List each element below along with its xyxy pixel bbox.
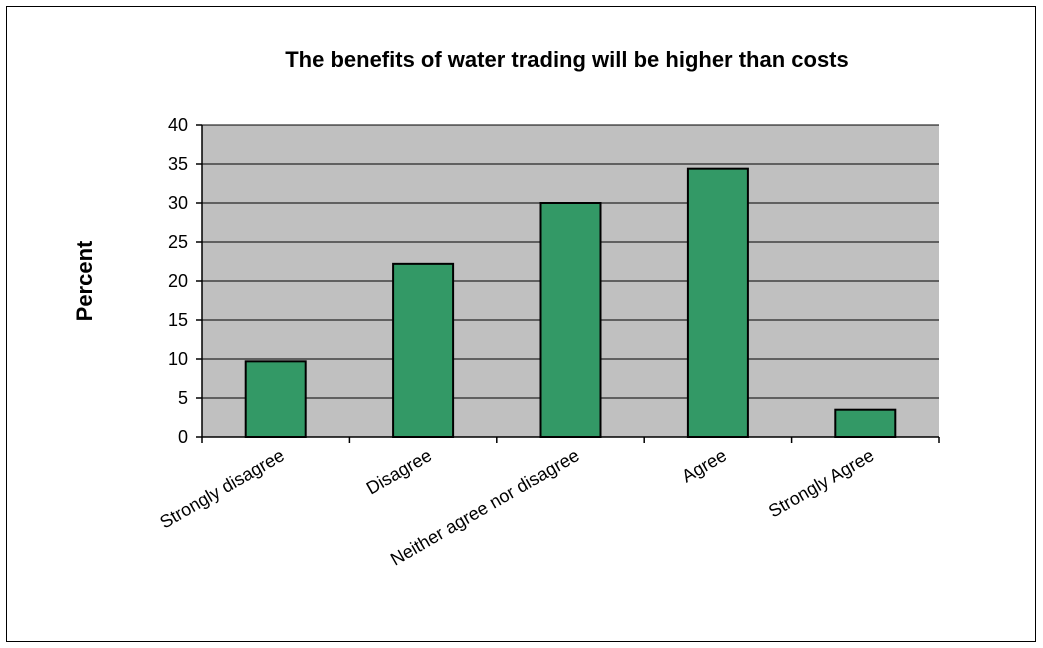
y-axis-title: Percent bbox=[72, 240, 97, 321]
y-tick-label: 0 bbox=[178, 427, 188, 447]
y-tick-label: 35 bbox=[168, 154, 188, 174]
y-tick-label: 20 bbox=[168, 271, 188, 291]
x-category-label: Strongly disagree bbox=[156, 445, 287, 532]
y-tick-label: 25 bbox=[168, 232, 188, 252]
bar-neither-agree-nor-disagree bbox=[539, 202, 602, 438]
x-category-label: Disagree bbox=[363, 445, 435, 498]
y-tick-label: 15 bbox=[168, 310, 188, 330]
bar-disagree bbox=[392, 262, 455, 438]
y-tick-label: 5 bbox=[178, 388, 188, 408]
y-tick-labels: 0 5 10 15 20 25 30 35 40 bbox=[168, 115, 188, 447]
y-tick-label: 10 bbox=[168, 349, 188, 369]
x-category-label: Agree bbox=[678, 445, 730, 486]
chart-title: The benefits of water trading will be hi… bbox=[285, 47, 849, 72]
bar-strongly-disagree bbox=[244, 360, 307, 438]
bar-agree bbox=[686, 167, 749, 438]
bar-strongly-agree bbox=[834, 408, 897, 439]
x-category-label: Strongly Agree bbox=[765, 445, 877, 521]
axes bbox=[196, 124, 940, 443]
bars bbox=[244, 167, 897, 439]
y-tick-label: 30 bbox=[168, 193, 188, 213]
y-tick-label: 40 bbox=[168, 115, 188, 135]
